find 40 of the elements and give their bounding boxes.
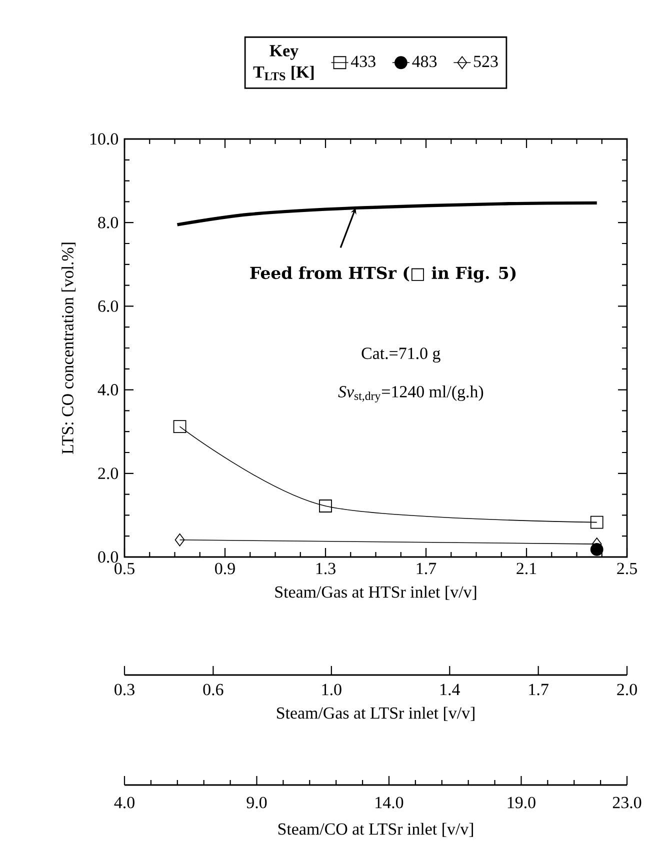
x-tick-label: 1.7 [416,562,436,574]
point [173,420,186,434]
x2-axis-title: Steam/Gas at LTSr inlet [v/v] [277,706,474,721]
text: 9.0 [246,796,267,808]
y-tick-label: 0.0 [98,551,118,563]
x-tick-label: 2.5 [617,562,637,574]
point [174,533,185,546]
annotation: Sv$_{st,dry}$=1240 ml/(g.h) [338,386,484,402]
x-tick-label: 0.5 [114,562,134,574]
text: 19.0 [508,796,536,808]
y-tick-label: 2.0 [98,468,118,480]
text: 14.0 [376,796,404,808]
line-series [176,201,598,226]
legend-label: 523 [474,56,498,68]
text: 23.0 [612,796,642,808]
x2-tick-label: 0.6 [203,684,224,696]
point [590,516,604,529]
y-tick-label: 6.0 [98,300,118,312]
y-tick-label: 10.0 [90,133,118,145]
x2-tick-label: 2.0 [617,684,637,696]
text: Steam/CO at LTSr inlet [v/v] [278,822,474,837]
x-tick-label: 1.3 [316,562,336,574]
legend-label: 483 [412,56,437,68]
x-tick-label: 2.1 [516,562,536,574]
x2-tick-label: 1.0 [322,684,342,696]
x2-tick-label: 1.4 [440,684,460,696]
x2-tick-label: 0.3 [114,684,134,696]
annotation: Cat.=71.0 g [362,348,440,363]
y-axis-title: LTS: CO concentration [vol.%] [62,242,76,454]
y-tick-label: 8.0 [98,216,118,228]
point [319,500,332,512]
annotation: Feed from HTSr (□ in Fig. 5) [250,266,516,282]
legend-label: 433 [350,56,376,68]
x-axis-title: Steam/Gas at HTSr inlet [v/v] [275,586,476,600]
text: T$_{LTS}$ [K] [253,66,314,80]
x2-tick-label: 1.7 [529,684,548,696]
y-tick-label: 4.0 [98,384,118,396]
text: 4.0 [114,796,134,808]
x-tick-label: 0.9 [215,562,235,574]
legend-title: Key [270,45,298,60]
